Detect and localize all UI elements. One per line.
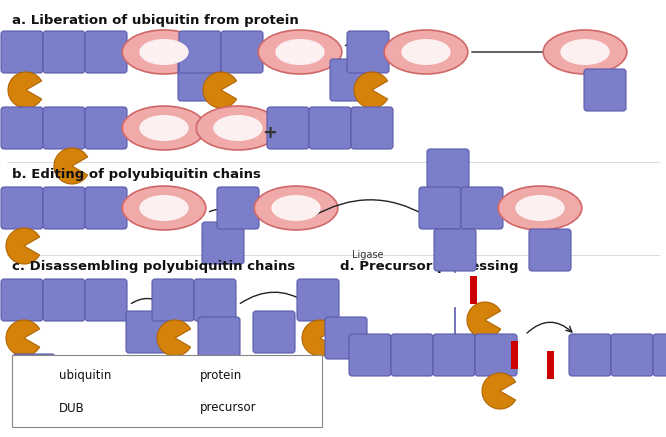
Bar [547, 351, 554, 379]
Text: precursor: precursor [200, 402, 256, 415]
Ellipse shape [254, 186, 338, 230]
Wedge shape [6, 228, 39, 264]
Ellipse shape [139, 360, 196, 390]
FancyBboxPatch shape [1, 187, 43, 229]
Ellipse shape [139, 115, 188, 141]
Ellipse shape [275, 39, 325, 65]
Wedge shape [6, 320, 39, 356]
Wedge shape [482, 373, 515, 409]
FancyBboxPatch shape [85, 187, 127, 229]
FancyBboxPatch shape [475, 334, 517, 376]
FancyBboxPatch shape [267, 107, 309, 149]
FancyBboxPatch shape [351, 107, 393, 149]
FancyBboxPatch shape [179, 31, 221, 73]
Ellipse shape [122, 106, 206, 150]
Ellipse shape [213, 115, 262, 141]
Wedge shape [54, 148, 88, 184]
Ellipse shape [150, 366, 184, 384]
FancyBboxPatch shape [325, 317, 367, 359]
Ellipse shape [384, 30, 468, 74]
FancyBboxPatch shape [1, 31, 43, 73]
FancyBboxPatch shape [419, 187, 461, 229]
FancyBboxPatch shape [43, 107, 85, 149]
Bar [470, 276, 477, 304]
Ellipse shape [498, 186, 582, 230]
Text: DUB: DUB [59, 402, 85, 415]
Text: protein: protein [200, 370, 242, 382]
Text: d. Precursor processing: d. Precursor processing [340, 260, 519, 273]
Text: ubiquitin: ubiquitin [59, 370, 111, 382]
Ellipse shape [515, 195, 565, 221]
Wedge shape [16, 389, 49, 425]
FancyBboxPatch shape [653, 334, 666, 376]
Ellipse shape [122, 30, 206, 74]
Ellipse shape [139, 195, 188, 221]
Bar [164, 395, 170, 419]
FancyBboxPatch shape [198, 317, 240, 359]
FancyBboxPatch shape [1, 107, 43, 149]
Text: a. Liberation of ubiquitin from protein: a. Liberation of ubiquitin from protein [12, 14, 299, 27]
Wedge shape [302, 320, 336, 356]
Ellipse shape [258, 30, 342, 74]
FancyBboxPatch shape [427, 149, 469, 191]
Ellipse shape [139, 39, 188, 65]
Text: b. Editing of polyubiquitin chains: b. Editing of polyubiquitin chains [12, 168, 261, 181]
Ellipse shape [402, 39, 451, 65]
FancyBboxPatch shape [85, 279, 127, 321]
FancyBboxPatch shape [349, 334, 391, 376]
FancyBboxPatch shape [253, 311, 295, 353]
FancyBboxPatch shape [217, 187, 259, 229]
Wedge shape [354, 72, 388, 108]
Ellipse shape [196, 106, 280, 150]
FancyBboxPatch shape [202, 222, 244, 264]
FancyBboxPatch shape [43, 31, 85, 73]
Text: +: + [262, 124, 278, 142]
FancyBboxPatch shape [309, 107, 351, 149]
FancyBboxPatch shape [221, 31, 263, 73]
FancyBboxPatch shape [13, 354, 55, 396]
Wedge shape [203, 72, 236, 108]
Ellipse shape [122, 186, 206, 230]
Ellipse shape [543, 30, 627, 74]
FancyBboxPatch shape [85, 107, 127, 149]
Wedge shape [8, 72, 41, 108]
FancyBboxPatch shape [126, 311, 168, 353]
FancyBboxPatch shape [1, 279, 43, 321]
FancyBboxPatch shape [569, 334, 611, 376]
FancyBboxPatch shape [43, 187, 85, 229]
FancyBboxPatch shape [434, 229, 476, 271]
FancyBboxPatch shape [391, 334, 433, 376]
FancyBboxPatch shape [297, 279, 339, 321]
FancyBboxPatch shape [584, 69, 626, 111]
FancyBboxPatch shape [529, 229, 571, 271]
Wedge shape [157, 320, 190, 356]
FancyBboxPatch shape [433, 334, 475, 376]
Wedge shape [467, 302, 501, 338]
Text: Ligase: Ligase [352, 250, 384, 260]
FancyBboxPatch shape [152, 279, 194, 321]
FancyBboxPatch shape [461, 187, 503, 229]
FancyBboxPatch shape [43, 279, 85, 321]
FancyBboxPatch shape [611, 334, 653, 376]
FancyBboxPatch shape [194, 279, 236, 321]
Text: c. Disassembling polyubiquitin chains: c. Disassembling polyubiquitin chains [12, 260, 295, 273]
Ellipse shape [271, 195, 321, 221]
Bar [12, 355, 322, 427]
FancyBboxPatch shape [330, 59, 372, 101]
FancyBboxPatch shape [85, 31, 127, 73]
FancyBboxPatch shape [347, 31, 389, 73]
FancyBboxPatch shape [178, 59, 220, 101]
Bar [511, 341, 518, 369]
Ellipse shape [560, 39, 609, 65]
